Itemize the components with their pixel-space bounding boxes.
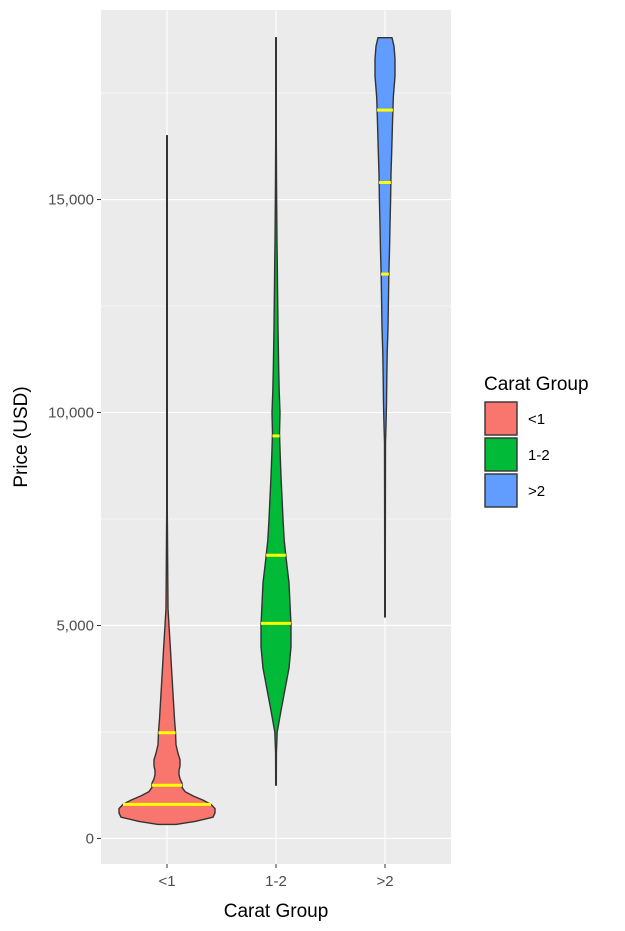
x-tick-label: >2 <box>376 873 393 890</box>
legend-label: <1 <box>528 411 545 428</box>
x-axis: <1 1-2 >2 <box>158 864 394 890</box>
x-axis-title: Carat Group <box>224 901 329 922</box>
y-tick-label: 0 <box>86 830 94 847</box>
y-axis-title: Price (USD) <box>11 386 32 487</box>
y-tick-label: 15,000 <box>48 192 94 209</box>
x-tick-label: <1 <box>158 873 175 890</box>
legend-key-2 <box>484 473 518 508</box>
y-tick-label: 10,000 <box>48 405 94 422</box>
legend-label: >2 <box>528 483 545 500</box>
x-tick-label: 1-2 <box>265 873 287 890</box>
legend-title: Carat Group <box>484 374 589 395</box>
legend-key-0 <box>484 401 518 436</box>
violin-1 <box>260 36 292 786</box>
y-tick-label: 5,000 <box>56 617 94 634</box>
y-axis: 0 5,000 10,000 15,000 <box>48 192 101 847</box>
legend-key-1 <box>484 437 518 472</box>
legend: Carat Group <1 1-2 >2 <box>484 374 589 508</box>
legend-label: 1-2 <box>528 447 550 464</box>
violins <box>118 36 396 826</box>
